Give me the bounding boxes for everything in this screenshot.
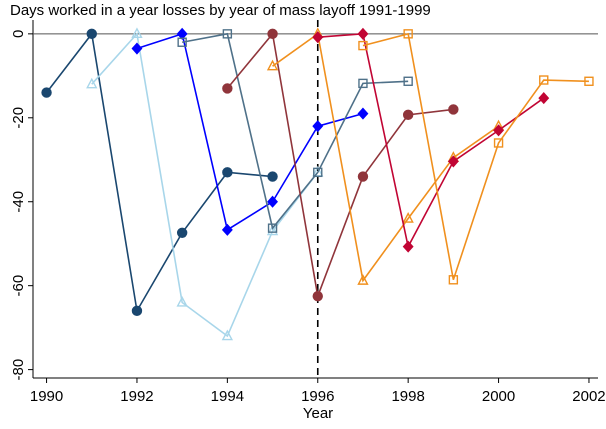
series-line <box>317 33 545 249</box>
x-tick-label: 1992 <box>120 388 153 405</box>
point <box>402 109 414 121</box>
point <box>402 240 414 253</box>
y-tick-label: 0 <box>10 30 27 38</box>
series-line <box>226 32 454 300</box>
point <box>131 305 143 317</box>
point <box>403 76 413 86</box>
point <box>131 27 143 39</box>
point <box>267 223 278 233</box>
point <box>176 295 188 307</box>
x-tick-label: 1990 <box>30 388 63 405</box>
point <box>86 77 98 89</box>
point <box>357 107 369 120</box>
point <box>584 76 594 86</box>
point <box>222 83 233 94</box>
series-line <box>182 32 409 230</box>
point <box>267 171 278 182</box>
series-line <box>136 32 364 232</box>
series-line <box>362 32 589 281</box>
series-line <box>45 31 273 314</box>
point <box>86 28 97 40</box>
point <box>357 171 369 182</box>
point <box>539 75 549 85</box>
point <box>447 155 459 168</box>
point <box>222 29 233 39</box>
y-tick-label: -80 <box>10 359 27 381</box>
point <box>266 224 279 236</box>
point <box>131 42 143 55</box>
point <box>538 92 550 105</box>
point <box>357 274 369 285</box>
point <box>312 31 324 44</box>
point <box>221 329 234 341</box>
point <box>222 167 233 178</box>
y-tick-label: -20 <box>10 107 27 129</box>
point <box>312 290 323 302</box>
point <box>177 37 187 47</box>
point <box>448 104 459 115</box>
point <box>403 29 413 39</box>
point <box>448 275 459 285</box>
series-line <box>91 32 319 338</box>
y-tick-label: -40 <box>10 191 27 213</box>
x-tick-label: 2002 <box>572 388 605 405</box>
point <box>402 212 414 223</box>
point <box>358 78 368 89</box>
y-tick-label: -60 <box>10 275 27 297</box>
point <box>493 138 504 148</box>
point <box>267 28 278 40</box>
point <box>266 59 279 71</box>
series-line <box>272 32 500 283</box>
point <box>313 167 323 178</box>
point <box>267 195 279 208</box>
point <box>312 120 324 133</box>
point <box>41 87 52 98</box>
point <box>176 227 188 238</box>
chart-title: Days worked in a year losses by year of … <box>10 2 431 19</box>
x-tick-label: 1994 <box>211 388 244 405</box>
x-tick-label: 1996 <box>301 388 334 405</box>
x-tick-label: 1998 <box>391 388 424 405</box>
point <box>221 223 233 236</box>
point <box>358 40 368 51</box>
point <box>357 27 369 40</box>
x-axis-label: Year <box>303 405 333 422</box>
point <box>493 124 505 137</box>
x-tick-label: 2000 <box>482 388 515 405</box>
